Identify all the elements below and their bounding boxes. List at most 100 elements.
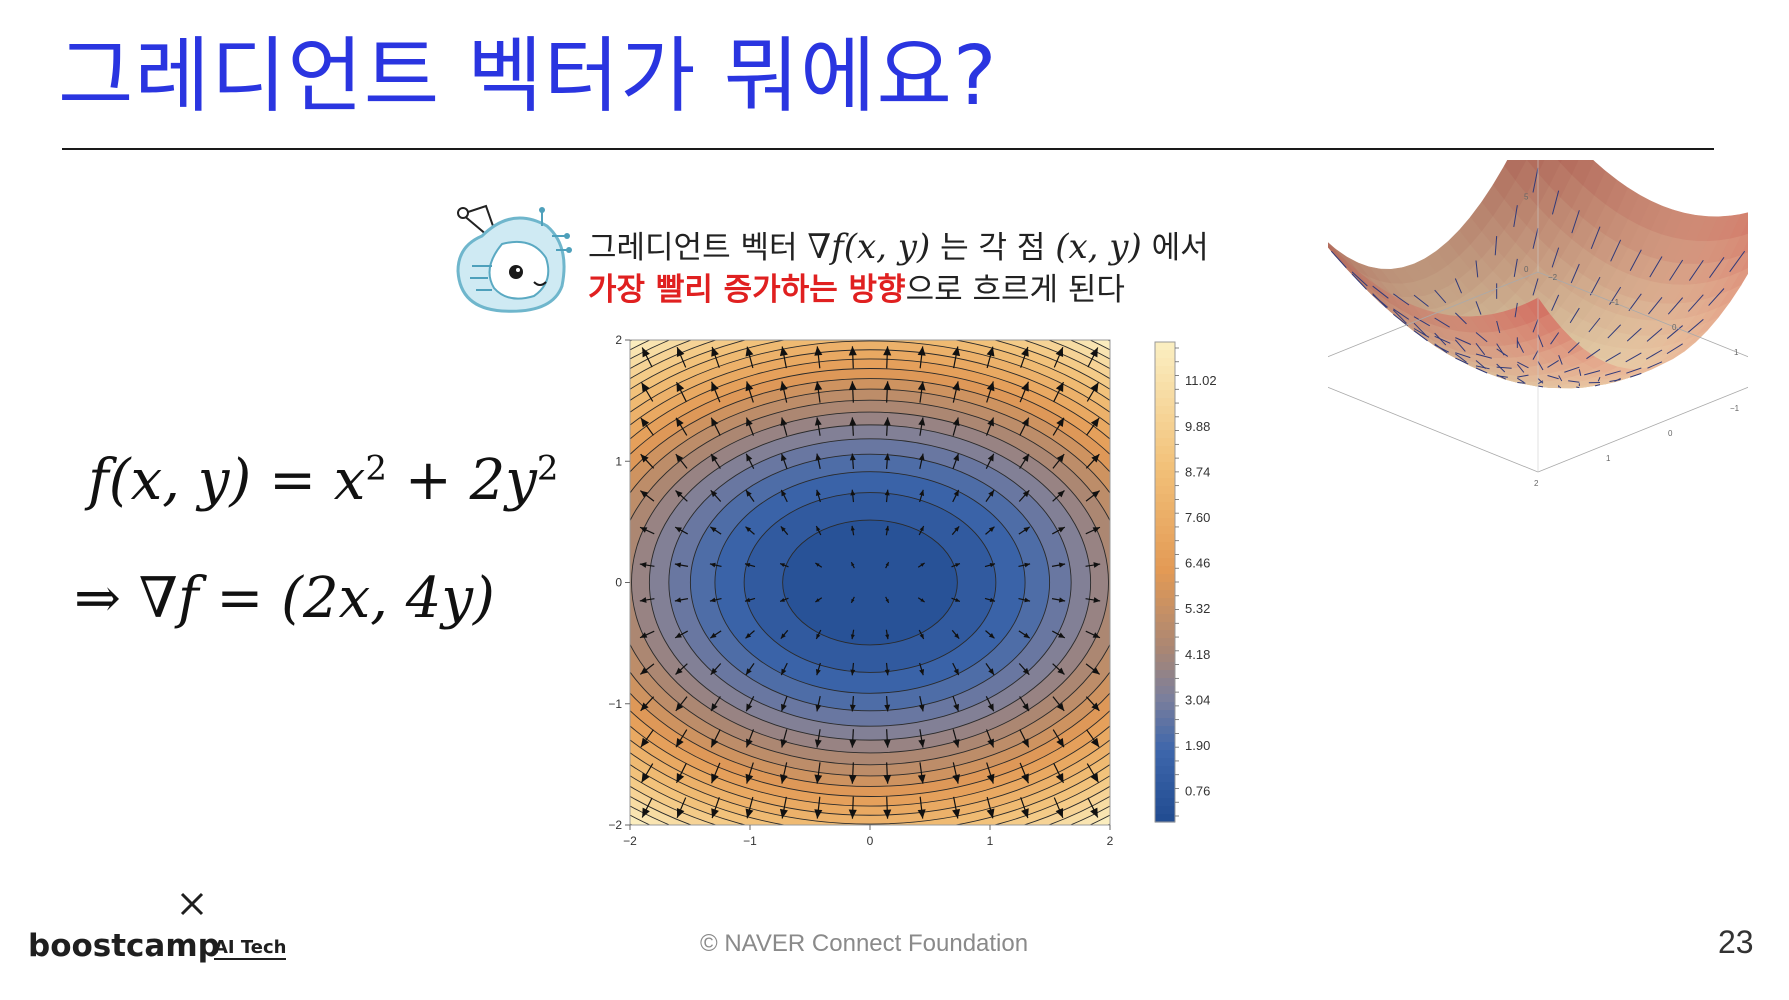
gradient-arrowhead <box>918 453 925 461</box>
colorbar-segment <box>1155 702 1175 711</box>
gradient-arrowhead <box>1090 807 1098 818</box>
surface-tick-label: −1 <box>1730 404 1740 413</box>
colorbar-segment <box>1155 438 1175 447</box>
y-tick-label: 2 <box>615 333 622 347</box>
surface-flow-arrow <box>1564 366 1580 373</box>
colorbar-segment <box>1155 774 1175 783</box>
gradient-arrowhead <box>883 417 891 426</box>
gradient-arrowhead <box>676 347 685 358</box>
colorbar-tick-label: 11.02 <box>1185 373 1217 388</box>
surface-flow-arrow <box>1513 205 1518 228</box>
gradient-arrowhead <box>851 598 855 603</box>
gradient-arrowhead <box>989 562 996 568</box>
gradient-arrowhead <box>1022 490 1030 498</box>
colorbar-segment <box>1155 814 1175 823</box>
contour-plot: −2 −1 0 1 2 2 1 0 −1 −2 11.02 9.88 8.74 7.60 6.46 5.32 4… <box>608 333 1217 848</box>
surface-flow-arrow <box>1647 361 1663 369</box>
surface-flow-arrow <box>1646 328 1663 342</box>
gradient-arrowhead <box>711 703 718 712</box>
gradient-arrowhead <box>883 346 892 356</box>
surface-flow-arrow <box>1496 374 1507 380</box>
gradient-arrowhead <box>1056 738 1064 748</box>
colorbar-segment <box>1155 790 1175 799</box>
gradient-arrowhead <box>814 346 823 356</box>
gradient-arrowhead <box>988 668 995 675</box>
gradient-arrowhead <box>850 669 856 676</box>
surface-flow-arrow <box>1629 249 1642 271</box>
gradient-arrowhead <box>815 669 821 676</box>
gradient-arrowhead <box>814 381 823 391</box>
gradient-arrowhead <box>642 807 650 818</box>
gradient-arrowhead <box>918 739 926 748</box>
surface-flow-arrow <box>1455 337 1472 345</box>
formula-eq: = <box>269 448 316 513</box>
gradient-arrowhead <box>1092 527 1100 533</box>
formula-plus: + <box>404 448 452 513</box>
caption-prefix: 그레디언트 벡터 <box>588 230 798 266</box>
gradient-arrowhead <box>676 807 685 818</box>
gradient-arrowhead <box>1023 632 1030 639</box>
gradient-arrowhead <box>1022 667 1030 675</box>
gradient-arrowhead <box>1021 773 1029 784</box>
surface-flow-arrow <box>1537 334 1544 348</box>
gradient-arrowhead <box>710 667 718 675</box>
gradient-arrowhead <box>780 526 786 532</box>
gradient-arrowhead <box>745 632 752 639</box>
gradient-arrowhead <box>711 453 718 462</box>
gradient-arrowhead <box>674 562 682 568</box>
surface-flow-arrow <box>1584 370 1601 376</box>
colorbar-segment <box>1155 710 1175 719</box>
gradient-arrowhead <box>711 417 719 427</box>
colorbar: 11.02 9.88 8.74 7.60 6.46 5.32 4.18 3.04 1.90 0.7… <box>1154 341 1217 823</box>
gradient-arrowhead <box>988 490 995 497</box>
gradient-arrowhead <box>711 808 719 819</box>
surface-flow-arrow <box>1687 319 1704 334</box>
colorbar-segment <box>1155 558 1175 567</box>
x-tick-label: 2 <box>1107 834 1114 848</box>
gradient-arrowhead <box>954 526 960 532</box>
page-number: 23 <box>1718 924 1754 960</box>
gradient-arrowhead <box>920 563 925 567</box>
colorbar-tick-label: 7.60 <box>1185 510 1210 525</box>
surface-flow-arrow <box>1454 339 1466 352</box>
colorbar-segment <box>1155 422 1175 431</box>
colorbar-segment <box>1155 358 1175 367</box>
colorbar-segment <box>1155 654 1175 663</box>
surface-flow-arrow <box>1496 320 1501 333</box>
surface-flow-arrow <box>1666 325 1683 339</box>
gradient-arrowhead <box>952 381 961 391</box>
surface-flow-arrow <box>1351 273 1367 290</box>
formula-f: f <box>88 448 109 513</box>
gradient-arrowhead <box>640 454 649 463</box>
gradient-arrowhead <box>1024 562 1031 568</box>
gradient-arrowhead <box>745 346 754 357</box>
surface-flow-arrow <box>1537 378 1544 384</box>
gradient-arrowhead <box>710 526 717 533</box>
gradient-arrowhead <box>850 525 855 531</box>
colorbar-tick-label: 1.90 <box>1185 738 1210 753</box>
gradient-arrowhead <box>1091 702 1100 711</box>
surface-flow-arrow <box>1475 260 1479 278</box>
colorbar-segment <box>1155 486 1175 495</box>
gradient-arrowhead <box>746 417 753 427</box>
gradient-arrowhead <box>674 597 682 603</box>
surface-flow-arrow <box>1558 354 1563 365</box>
surface-tick-label: 2 <box>1534 479 1539 488</box>
formula-2y: 2y <box>469 448 537 513</box>
colorbar-segment <box>1155 798 1175 807</box>
colorbar-segment <box>1155 478 1175 487</box>
surface-flow-arrow <box>1392 309 1407 324</box>
surface-flow-arrow <box>1372 293 1387 309</box>
surface-flow-arrow <box>1455 357 1469 365</box>
gradient-arrowhead <box>676 417 684 427</box>
surface-flow-arrow <box>1475 301 1482 315</box>
caption-point: (x, y) <box>1055 227 1142 267</box>
surface-flow-arrow <box>1590 226 1601 249</box>
colorbar-segment <box>1155 374 1175 383</box>
surface-cell <box>1740 240 1748 257</box>
surface-flow-arrow <box>1648 297 1663 315</box>
caption-args: (x, y) <box>843 227 931 267</box>
gradient-arrowhead <box>711 381 719 392</box>
surface-flow-arrow <box>1649 256 1663 278</box>
gradient-arrowhead <box>1055 773 1064 783</box>
